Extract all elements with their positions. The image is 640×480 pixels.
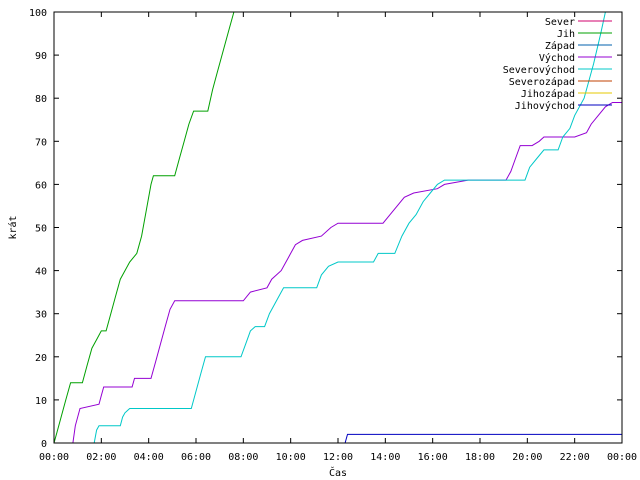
legend-label: Jihovýchod xyxy=(515,100,575,112)
x-axis-label: Čas xyxy=(329,466,347,479)
y-tick-label: 60 xyxy=(35,180,47,191)
y-tick-label: 20 xyxy=(35,353,47,364)
x-tick-label: 00:00 xyxy=(607,452,637,463)
y-tick-label: 0 xyxy=(41,439,47,450)
x-tick-label: 06:00 xyxy=(181,452,211,463)
legend-label: Jih xyxy=(557,29,575,40)
y-tick-label: 30 xyxy=(35,310,47,321)
series-lines xyxy=(54,12,622,443)
legend-label: Jihozápad xyxy=(521,88,575,100)
series-line-východ xyxy=(72,102,622,443)
series-line-jih xyxy=(54,12,235,443)
y-tick-label: 70 xyxy=(35,137,47,148)
x-tick-label: 20:00 xyxy=(512,452,542,463)
y-axis-label: krát xyxy=(7,215,19,239)
x-tick-label: 14:00 xyxy=(370,452,400,463)
x-tick-label: 10:00 xyxy=(276,452,306,463)
series-line-jihovýchod xyxy=(344,433,622,443)
x-tick-label: 02:00 xyxy=(86,452,116,463)
x-tick-label: 16:00 xyxy=(418,452,448,463)
y-tick-label: 50 xyxy=(35,224,47,235)
x-tick-label: 18:00 xyxy=(465,452,495,463)
x-tick-label: 00:00 xyxy=(39,452,69,463)
legend-label: Severovýchod xyxy=(503,64,575,76)
y-tick-label: 100 xyxy=(29,8,47,19)
y-tick-label: 90 xyxy=(35,51,47,62)
legend-label: Západ xyxy=(545,40,575,52)
y-tick-label: 10 xyxy=(35,396,47,407)
x-tick-label: 22:00 xyxy=(560,452,590,463)
series-line-severovýchod xyxy=(93,12,606,443)
y-tick-label: 40 xyxy=(35,267,47,278)
legend-label: Severozápad xyxy=(509,76,575,88)
legend-label: Východ xyxy=(539,52,575,64)
x-tick-label: 04:00 xyxy=(134,452,164,463)
legend-label: Sever xyxy=(545,17,575,28)
x-tick-label: 12:00 xyxy=(323,452,353,463)
y-tick-label: 80 xyxy=(35,94,47,105)
legend: SeverJihZápadVýchodSeverovýchodSeverozáp… xyxy=(503,17,612,112)
x-tick-label: 08:00 xyxy=(228,452,258,463)
axis-ticks: 0 10 20 30 40 50 60 70 80 90 100 00:00 02:00 04:00 06:… xyxy=(29,8,637,463)
